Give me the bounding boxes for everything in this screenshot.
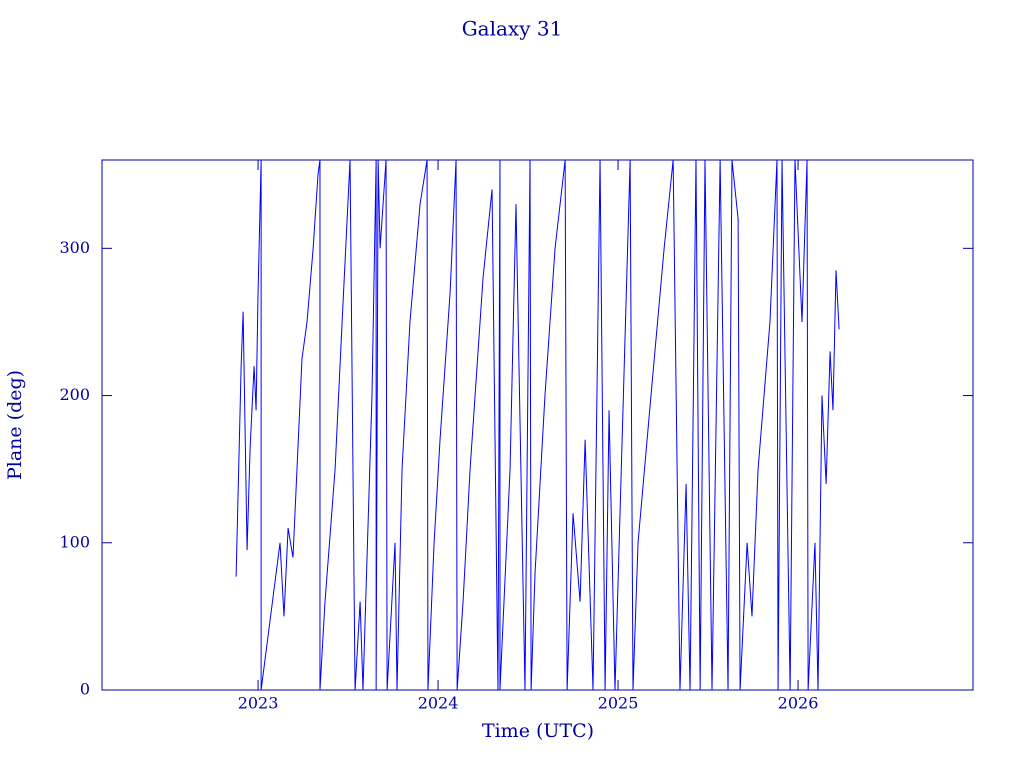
chart-title: Galaxy 31 — [462, 17, 563, 41]
data-line — [235, 159, 840, 691]
plot-frame — [101, 159, 974, 691]
x-tick-label: 2026 — [778, 694, 819, 713]
y-tick-label: 0 — [80, 680, 90, 699]
y-tick-label: 100 — [59, 532, 90, 551]
y-tick-label: 200 — [59, 385, 90, 404]
x-tick-label: 2024 — [418, 694, 459, 713]
y-axis-label: Plane (deg) — [4, 370, 26, 480]
x-axis-label: Time (UTC) — [482, 720, 594, 742]
x-tick-label: 2023 — [238, 694, 279, 713]
y-tick-label: 300 — [59, 238, 90, 257]
x-tick-label: 2025 — [598, 694, 639, 713]
